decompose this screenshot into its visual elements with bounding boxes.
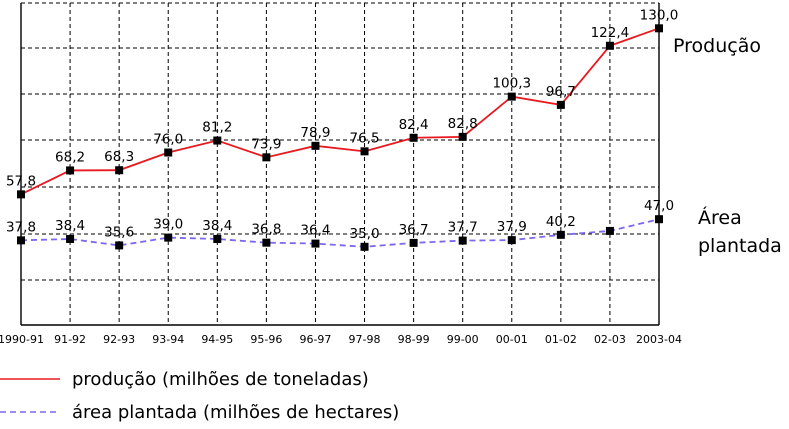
area-marker xyxy=(311,239,320,248)
production-marker xyxy=(66,166,75,175)
area-marker xyxy=(115,241,124,250)
x-tick-label: 94-95 xyxy=(201,333,233,346)
production-marker xyxy=(556,100,565,109)
area-data-label: 40,2 xyxy=(546,214,576,230)
area-data-label: 37,7 xyxy=(448,220,478,236)
production-marker xyxy=(164,148,173,157)
production-side-label: Produção xyxy=(673,35,761,57)
area-data-label: 36,8 xyxy=(251,222,281,238)
area-data-label: 38,4 xyxy=(202,218,232,234)
production-data-label: 76,5 xyxy=(350,130,380,146)
production-marker xyxy=(213,136,222,145)
area-data-label: 35,6 xyxy=(104,224,134,240)
production-marker xyxy=(507,92,516,101)
area-marker xyxy=(655,215,663,224)
production-marker xyxy=(360,147,369,156)
series-lines xyxy=(20,27,660,248)
area-data-label: 37,8 xyxy=(6,219,36,235)
area-marker xyxy=(17,236,25,245)
production-marker xyxy=(409,133,418,142)
x-tick-label: 97-98 xyxy=(349,333,381,346)
production-marker xyxy=(115,166,124,175)
area-marker xyxy=(458,236,467,245)
x-axis-tick-labels: 1990-91 91-92 92-93 93-94 94-95 95-96 96-97 97-… xyxy=(0,333,682,346)
production-marker xyxy=(17,190,25,199)
production-data-label: 68,2 xyxy=(55,149,85,165)
production-data-label: 82,8 xyxy=(448,116,478,132)
area-marker xyxy=(605,226,614,235)
x-tick-label: 96-97 xyxy=(299,333,331,346)
x-tick-label: 91-92 xyxy=(54,333,86,346)
legend-production-label: produção (milhões de toneladas) xyxy=(72,369,369,390)
x-tick-label: 99-00 xyxy=(447,333,479,346)
production-data-label: 96,7 xyxy=(546,84,576,100)
production-marker xyxy=(262,153,271,162)
production-data-label: 73,9 xyxy=(251,136,281,152)
area-data-label: 47,0 xyxy=(644,198,674,214)
production-marker xyxy=(311,141,320,150)
production-data-label: 130,0 xyxy=(640,7,679,23)
x-tick-label: 98-99 xyxy=(398,333,430,346)
plot-area-frame xyxy=(20,3,660,326)
production-data-label: 68,3 xyxy=(104,149,134,165)
production-data-label: 57,8 xyxy=(6,173,36,189)
area-data-label: 39,0 xyxy=(153,217,183,233)
area-marker xyxy=(213,234,222,243)
x-tick-label: 01-02 xyxy=(545,333,577,346)
area-marker xyxy=(262,238,271,247)
area-data-label: 35,0 xyxy=(350,226,380,242)
area-side-label-line1: Área xyxy=(698,206,742,229)
x-tick-label: 2003-04 xyxy=(636,333,682,346)
legend: produção (milhões de toneladas) área pla… xyxy=(0,369,399,423)
production-data-label: 76,0 xyxy=(153,132,183,148)
area-marker xyxy=(409,238,418,247)
production-marker xyxy=(655,24,663,33)
area-marker xyxy=(556,230,565,239)
x-tick-label: 93-94 xyxy=(152,333,184,346)
area-data-label: 36,7 xyxy=(399,222,429,238)
area-data-label: 37,9 xyxy=(497,219,527,235)
production-marker xyxy=(605,41,614,50)
production-line xyxy=(20,27,660,196)
series-markers xyxy=(17,24,663,251)
x-tick-label: 95-96 xyxy=(250,333,282,346)
area-data-label: 38,4 xyxy=(55,218,85,234)
production-data-label: 100,3 xyxy=(492,76,531,92)
area-marker xyxy=(507,236,516,245)
production-data-label: 122,4 xyxy=(591,25,630,41)
production-data-label: 81,2 xyxy=(202,120,232,136)
x-tick-label: 00-01 xyxy=(496,333,528,346)
x-tick-label: 92-93 xyxy=(103,333,135,346)
grid xyxy=(21,2,659,325)
legend-area-label: área plantada (milhões de hectares) xyxy=(72,402,399,423)
area-marker xyxy=(164,233,173,242)
production-data-label: 78,9 xyxy=(300,125,330,141)
x-tick-label: 1990-91 xyxy=(0,333,44,346)
data-labels: 57,8 68,2 68,3 76,0 81,2 73,9 78,9 76,5 82,4 82,8… xyxy=(6,7,678,242)
area-line xyxy=(20,218,660,248)
area-marker xyxy=(66,234,75,243)
area-side-label-line2: plantada xyxy=(698,235,782,257)
x-tick-label: 02-03 xyxy=(594,333,626,346)
production-marker xyxy=(458,132,467,141)
area-marker xyxy=(360,242,369,251)
production-data-label: 82,4 xyxy=(399,117,429,133)
area-data-label: 36,4 xyxy=(300,223,330,239)
